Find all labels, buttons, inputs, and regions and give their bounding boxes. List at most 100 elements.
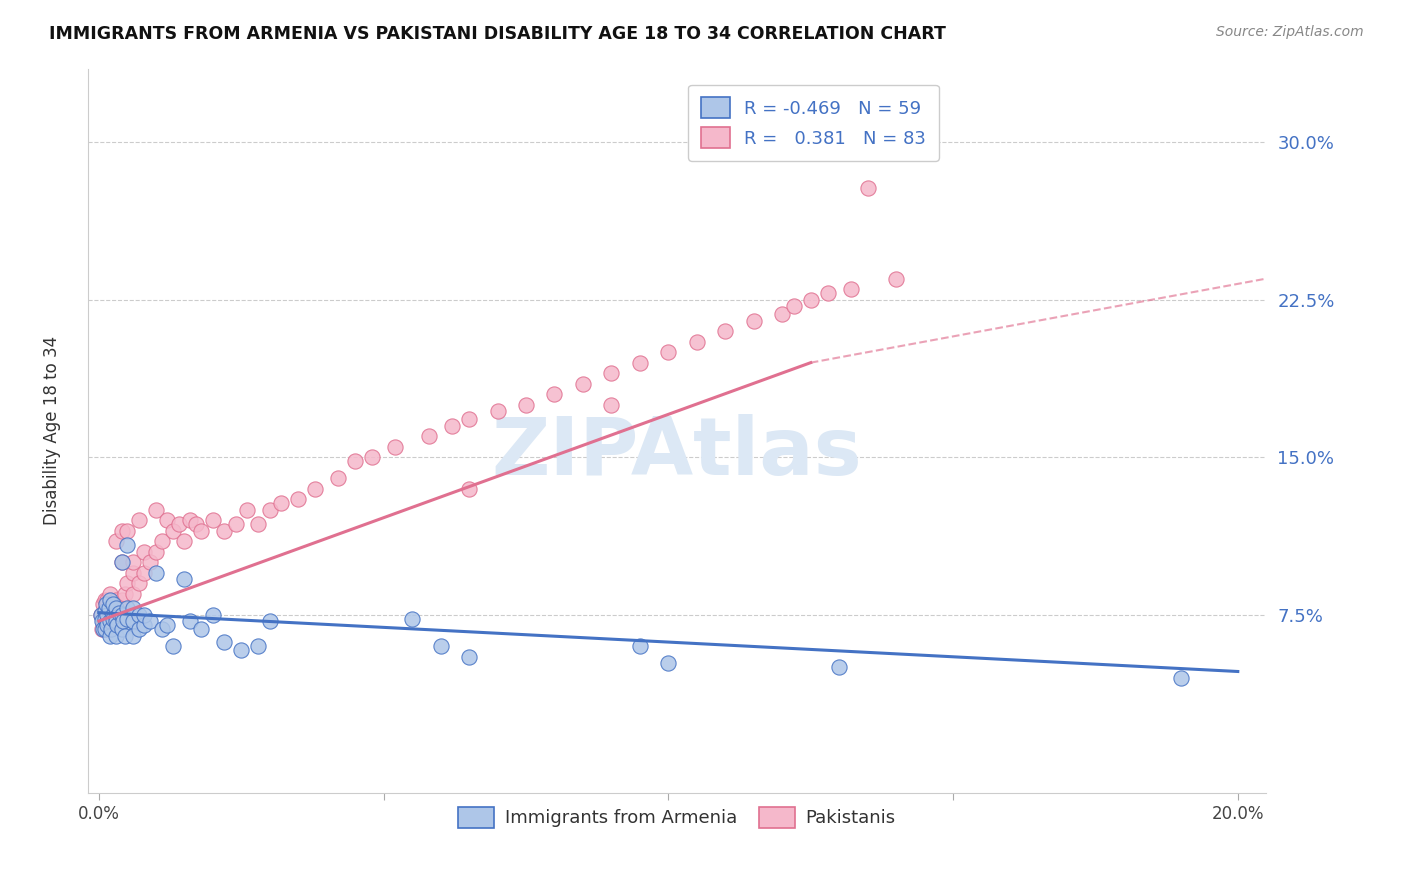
Point <box>167 517 190 532</box>
Point <box>93 603 115 617</box>
Point <box>122 555 145 569</box>
Point <box>231 643 253 657</box>
Point <box>93 623 115 637</box>
Point <box>162 640 184 654</box>
Point <box>104 614 127 628</box>
Point <box>93 618 115 632</box>
Point <box>458 649 481 664</box>
Point <box>98 607 121 622</box>
Point <box>98 593 121 607</box>
Point <box>128 607 150 622</box>
Point <box>90 607 112 622</box>
Point <box>98 629 121 643</box>
Point <box>90 607 112 622</box>
Point <box>156 618 179 632</box>
Point <box>93 612 115 626</box>
Point <box>98 593 121 607</box>
Point <box>782 299 804 313</box>
Point <box>800 293 823 307</box>
Point <box>122 566 145 580</box>
Point <box>122 614 145 628</box>
Point <box>179 513 201 527</box>
Point <box>111 607 134 622</box>
Point <box>287 492 309 507</box>
Point <box>212 524 235 538</box>
Point <box>111 524 134 538</box>
Point <box>742 313 765 327</box>
Point <box>93 607 115 622</box>
Point <box>94 597 117 611</box>
Point <box>111 593 134 607</box>
Point <box>458 412 481 426</box>
Point <box>122 601 145 615</box>
Point <box>839 282 862 296</box>
Point <box>128 623 150 637</box>
Point <box>134 618 156 632</box>
Point <box>104 601 127 615</box>
Point <box>139 555 162 569</box>
Point <box>856 181 879 195</box>
Point <box>100 597 122 611</box>
Point <box>117 538 139 552</box>
Point <box>111 601 134 615</box>
Point <box>134 545 156 559</box>
Point <box>104 601 127 615</box>
Point <box>128 576 150 591</box>
Point <box>114 587 136 601</box>
Point <box>117 576 139 591</box>
Point <box>344 454 367 468</box>
Text: ZIPAtlas: ZIPAtlas <box>492 414 862 491</box>
Point <box>93 597 115 611</box>
Point <box>96 607 118 622</box>
Point <box>98 587 121 601</box>
Point <box>101 607 124 622</box>
Point <box>828 660 851 674</box>
Point <box>401 612 423 626</box>
Point <box>657 656 679 670</box>
Point <box>770 307 793 321</box>
Point <box>440 418 463 433</box>
Point <box>117 612 139 626</box>
Point <box>96 593 118 607</box>
Point <box>101 612 124 626</box>
Point <box>212 635 235 649</box>
Point <box>173 534 195 549</box>
Point <box>247 640 270 654</box>
Point <box>98 601 121 615</box>
Text: Source: ZipAtlas.com: Source: ZipAtlas.com <box>1216 25 1364 39</box>
Point <box>104 629 127 643</box>
Point <box>111 614 134 628</box>
Point <box>134 566 156 580</box>
Point <box>98 618 121 632</box>
Point <box>90 614 112 628</box>
Point <box>122 587 145 601</box>
Point <box>96 618 118 632</box>
Point <box>156 513 179 527</box>
Point <box>458 482 481 496</box>
Point <box>259 502 281 516</box>
Point <box>304 482 326 496</box>
Point <box>247 517 270 532</box>
Point <box>90 623 112 637</box>
Point <box>117 524 139 538</box>
Point <box>418 429 440 443</box>
Point <box>486 404 509 418</box>
Point <box>600 366 623 380</box>
Point <box>184 517 207 532</box>
Y-axis label: Disability Age 18 to 34: Disability Age 18 to 34 <box>44 336 60 525</box>
Point <box>179 614 201 628</box>
Point <box>101 597 124 611</box>
Point <box>628 356 651 370</box>
Point <box>104 534 127 549</box>
Point <box>105 618 128 632</box>
Point <box>100 623 122 637</box>
Point <box>94 601 117 615</box>
Point <box>145 566 167 580</box>
Point <box>114 629 136 643</box>
Point <box>686 334 709 349</box>
Point <box>628 640 651 654</box>
Point <box>201 513 224 527</box>
Point <box>270 496 292 510</box>
Point <box>429 640 451 654</box>
Point <box>96 623 118 637</box>
